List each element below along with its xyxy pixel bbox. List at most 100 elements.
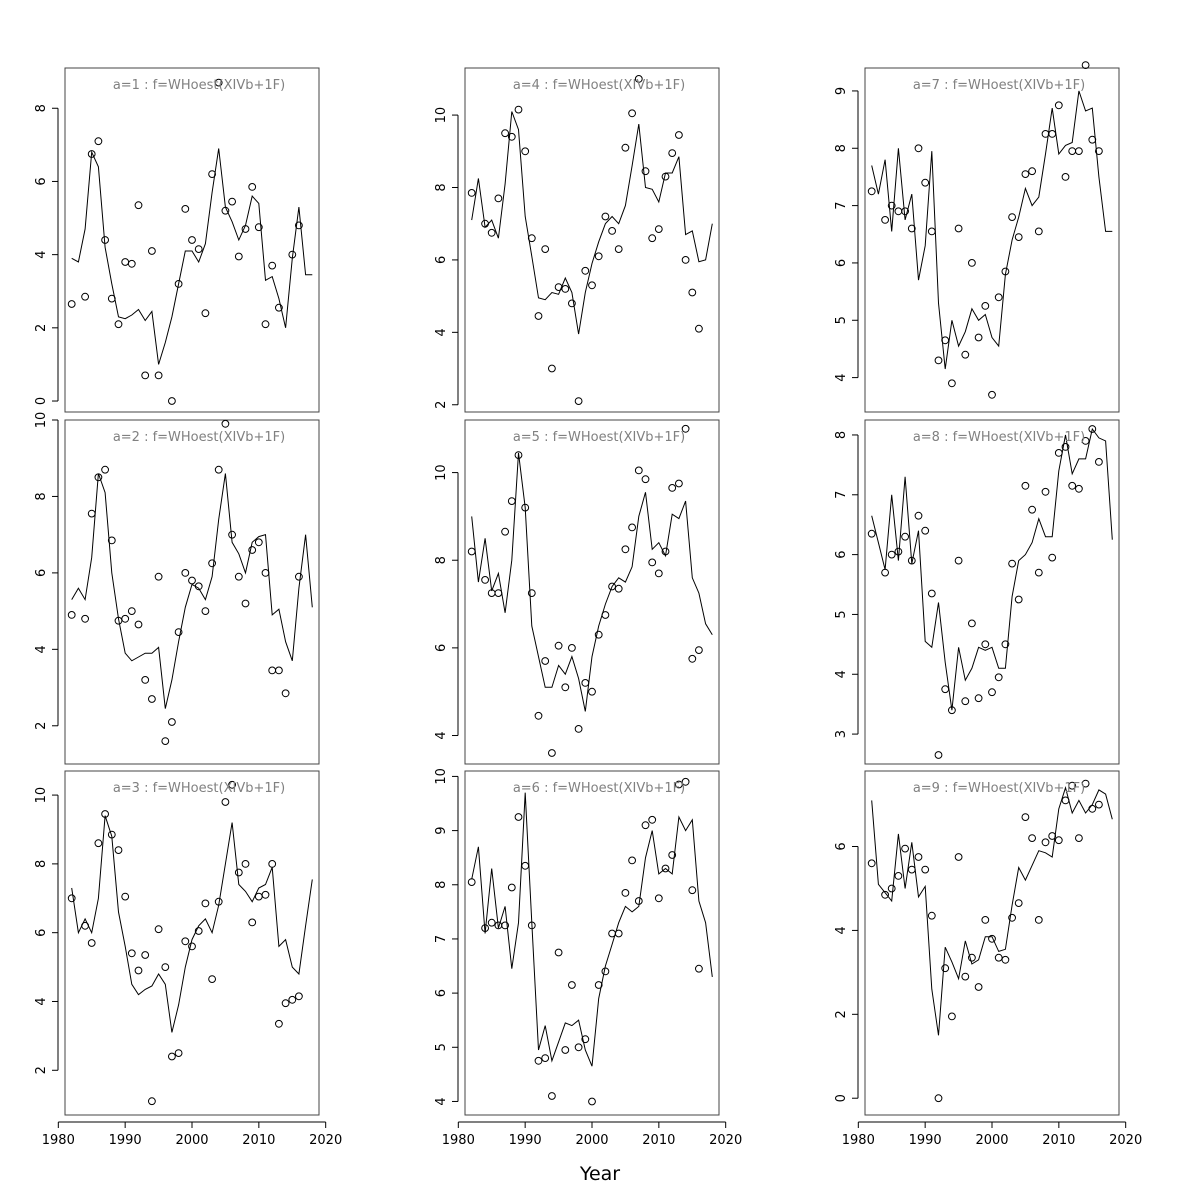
data-point (1088, 804, 1097, 813)
data-point (148, 695, 156, 703)
panel-title: a=1 : f=WHoest(XIVb+1F) (113, 78, 285, 93)
data-point (141, 676, 150, 684)
data-point (941, 685, 950, 694)
y-tick-label: 6 (434, 256, 449, 264)
data-point (181, 937, 190, 946)
data-point (548, 1092, 556, 1100)
fit-line (71, 815, 313, 1033)
x-tick-label: 2020 (1109, 1133, 1142, 1148)
panel-title: a=8 : f=WHoest(XIVb+1F) (913, 430, 1085, 445)
data-point (534, 1056, 543, 1065)
y-tick-label: 4 (834, 926, 849, 934)
data-point (188, 576, 196, 585)
data-point (1088, 135, 1097, 144)
data-point (268, 860, 277, 868)
panel-title: a=4 : f=WHoest(XIVb+1F) (513, 78, 685, 93)
y-tick-label: 7 (834, 491, 849, 499)
data-point (1075, 147, 1083, 156)
data-point (241, 225, 250, 233)
y-tick-label: 2 (434, 401, 449, 409)
data-point (601, 967, 610, 976)
y-tick-label: 8 (434, 183, 449, 191)
panel-9: 0 2 4 6 1980 1990 2000 2010 2020 a=9 : f=WHoest(X… (834, 770, 1142, 1148)
data-point (221, 206, 230, 215)
data-point (288, 995, 297, 1004)
data-point (948, 379, 956, 388)
data-point (994, 953, 1003, 962)
y-tick-label: 8 (834, 144, 849, 152)
data-point (281, 689, 290, 698)
panel-7: 4 5 6 7 8 9 a=7 : f=WHoest(XIVb+1F) (834, 61, 1120, 413)
data-point (614, 245, 623, 254)
data-point (688, 288, 697, 297)
data-point (1008, 213, 1016, 222)
y-tick-label: 10 (34, 412, 49, 429)
data-point (295, 572, 303, 581)
panel-3: 2 4 6 8 10 1980 1990 2000 2010 2020 a=3 : f=WHoest… (34, 770, 342, 1148)
data-point (1095, 800, 1103, 809)
data-point (561, 285, 570, 293)
x-tick-label: 2020 (709, 1133, 742, 1148)
data-point (894, 872, 903, 880)
y-tick-label: 4 (34, 645, 49, 653)
data-point (681, 777, 690, 786)
data-point (275, 666, 283, 675)
data-point (554, 948, 563, 957)
data-point (554, 641, 563, 650)
data-point (675, 131, 683, 139)
data-point (481, 219, 490, 228)
y-tick-label: 9 (434, 826, 449, 834)
x-tick-label: 1980 (42, 1133, 75, 1148)
data-point (487, 228, 496, 237)
data-point (501, 527, 510, 536)
data-point (1048, 553, 1057, 562)
y-tick-label: 4 (434, 1097, 449, 1105)
data-point (688, 654, 697, 663)
data-point (541, 1054, 550, 1062)
data-point (121, 258, 130, 266)
data-point (654, 569, 663, 578)
data-point (228, 780, 237, 789)
data-point (675, 780, 683, 789)
data-point (154, 925, 163, 934)
x-tick-label: 2010 (1042, 1133, 1075, 1148)
y-tick-label: 7 (834, 201, 849, 209)
data-point (295, 992, 303, 1001)
panel-title: a=5 : f=WHoest(XIVb+1F) (513, 430, 685, 445)
data-point (161, 737, 170, 745)
data-point (961, 350, 970, 359)
fit-line (471, 111, 713, 335)
data-point (1014, 595, 1023, 604)
data-point (894, 547, 903, 556)
data-point (134, 201, 143, 210)
data-point (201, 899, 210, 908)
data-point (1068, 147, 1077, 156)
y-tick-label: 0 (34, 397, 49, 405)
data-point (114, 846, 123, 854)
data-point (628, 109, 636, 118)
data-point (1075, 834, 1083, 842)
data-point (134, 620, 143, 629)
data-point (974, 333, 983, 342)
plot-frame (464, 770, 720, 1116)
data-point (981, 916, 990, 924)
data-point (581, 266, 590, 275)
data-point (1088, 425, 1097, 433)
data-point (1054, 101, 1063, 110)
data-point (127, 607, 136, 615)
data-point (1028, 834, 1036, 842)
y-tick-label: 6 (834, 259, 849, 267)
panels-layer: 0 2 4 6 8 a=1 : f=WHoest(XIVb+1F) 2 4 6 8 10 a=2 : … (34, 61, 1142, 1148)
data-point (968, 259, 976, 267)
data-point (634, 466, 643, 475)
panel-title: a=9 : f=WHoest(XIVb+1F) (913, 781, 1085, 796)
data-point (234, 868, 243, 877)
panel-2: 2 4 6 8 10 a=2 : f=WHoest(XIVb+1F) (34, 412, 320, 765)
data-point (654, 894, 663, 903)
y-tick-label: 8 (434, 556, 449, 564)
data-point (574, 1043, 583, 1052)
data-point (1034, 916, 1043, 924)
y-tick-label: 6 (434, 989, 449, 997)
data-point (67, 300, 76, 308)
data-point (514, 813, 523, 821)
